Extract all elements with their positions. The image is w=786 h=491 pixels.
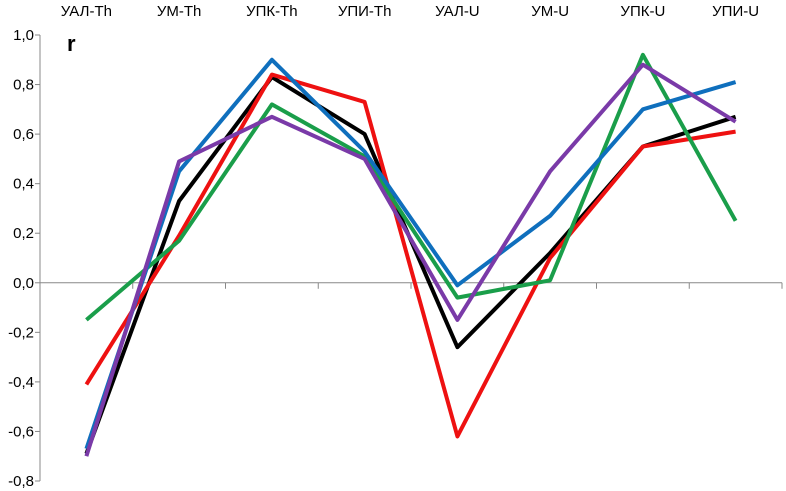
y-tick-label: 0,0 [13,275,34,292]
category-label: УМ-U [531,3,569,20]
category-label: УМ-Th [157,3,202,20]
axes [35,34,783,482]
y-tick-label: 0,6 [13,126,34,143]
y-tick-label: -0,2 [8,324,34,341]
series-lines [84,52,738,457]
series-line-2 [84,72,736,439]
series-line-3 [85,52,738,322]
series-line-4 [84,57,737,450]
category-label: УАЛ-U [435,3,480,20]
y-tick-label: -0,4 [8,374,34,391]
y-tick-label: 0,8 [13,77,34,94]
y-tick-label: -0,6 [8,423,34,440]
category-label: УПИ-Th [338,3,392,20]
category-label: УПК-U [620,3,665,20]
y-tick-label: 1,0 [13,27,34,44]
category-labels: УАЛ-Th УМ-Th УПК-Th УПИ-Th УАЛ-U УМ-U УПК-U УПИ… [61,3,759,20]
category-label: УПК-Th [246,3,298,20]
y-axis-label: r [67,31,76,56]
category-label: УАЛ-Th [61,3,112,20]
y-tick-label: 0,2 [13,225,34,242]
series-line-5 [84,62,737,457]
category-label: УПИ-U [712,3,759,20]
y-tick-labels: 1,0 0,8 0,6 0,4 0,2 0,0 -0,2 -0,4 -0,6 -0,8 [8,27,34,490]
y-tick-label: 0,4 [13,176,34,193]
y-tick-label: -0,8 [8,473,34,490]
